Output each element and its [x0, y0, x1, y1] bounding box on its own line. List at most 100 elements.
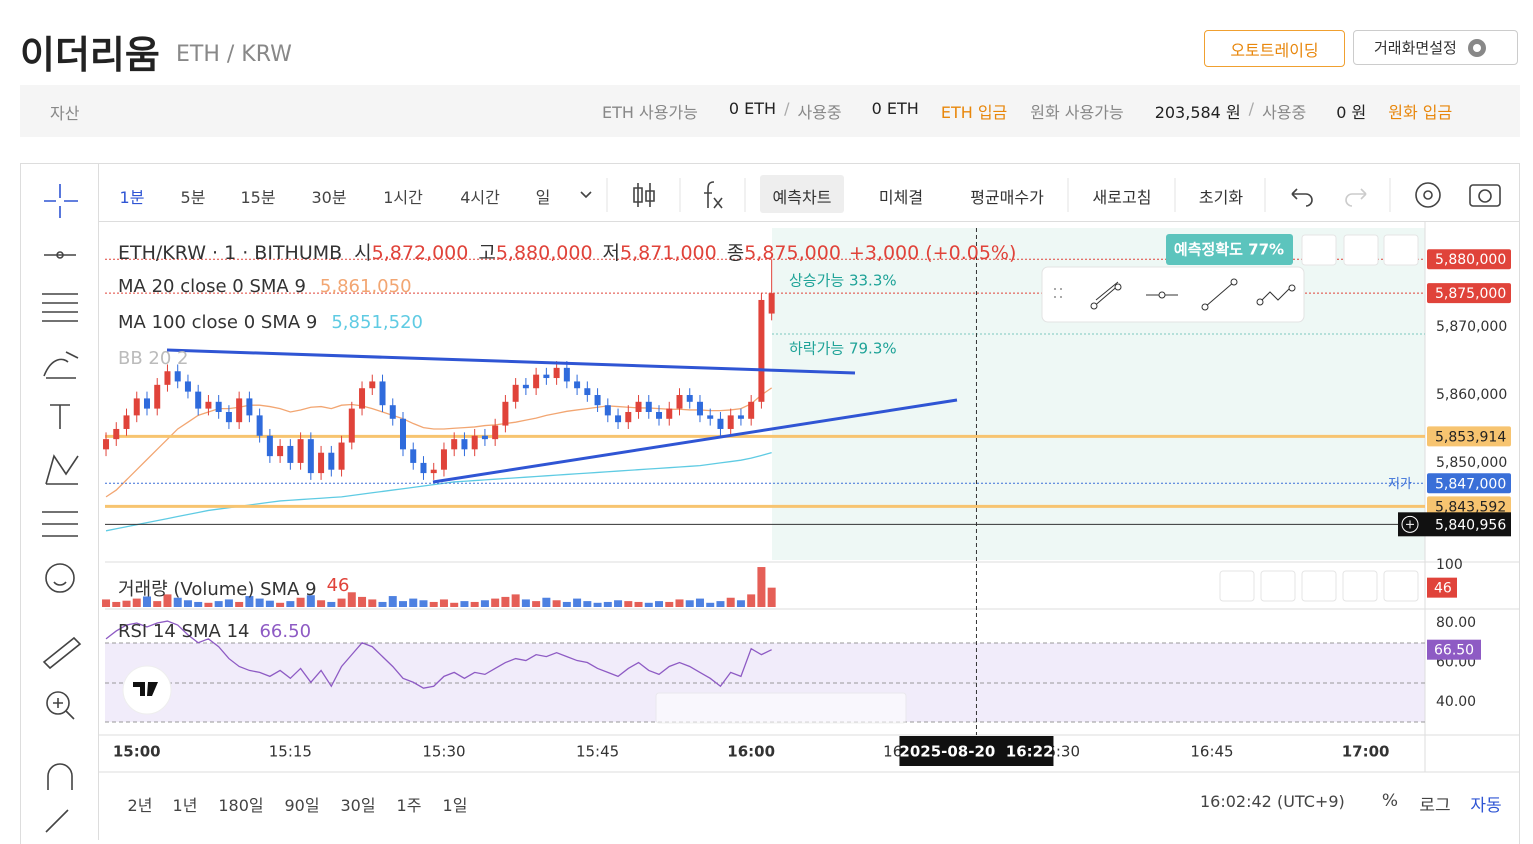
toolbar-button[interactable]: 새로고침 — [1092, 188, 1152, 207]
volume-bar — [634, 601, 643, 607]
candle-body — [328, 452, 335, 470]
candle-body — [103, 439, 110, 450]
volume-bar — [409, 598, 418, 607]
candle-body — [584, 388, 591, 396]
candle-body — [502, 401, 509, 426]
candle-body — [123, 415, 130, 429]
volume-bar — [501, 596, 510, 607]
volume-bar — [163, 594, 172, 607]
candle-body — [461, 439, 468, 450]
candle-body — [563, 367, 570, 382]
volume-bar — [122, 600, 131, 607]
interval-button[interactable]: 5분 — [180, 188, 206, 207]
rsi-tick-label: 40.00 — [1436, 694, 1476, 710]
drawing-tools-popup[interactable] — [1041, 266, 1305, 323]
range-button[interactable]: 1일 — [442, 796, 468, 815]
candle-body — [430, 469, 437, 474]
volume-bar — [276, 602, 285, 607]
toolbar-button[interactable]: 초기화 — [1198, 188, 1244, 207]
asset-deposit[interactable]: 원화 입금 — [1388, 103, 1453, 122]
candle-body — [635, 401, 642, 412]
x-tick-label: 15:15 — [269, 743, 312, 761]
candle-body — [143, 398, 150, 409]
candle-body — [318, 452, 325, 474]
candle-body — [645, 401, 652, 412]
indicator-label: MA 20 close 0 SMA 9 — [118, 276, 306, 297]
auto-trading-button[interactable]: 오토트레이딩 — [1204, 30, 1345, 67]
scale-button[interactable]: 로그 — [1419, 796, 1451, 816]
pair: ETH / KRW — [176, 42, 292, 67]
volume-bar — [378, 601, 387, 607]
asset-in-use: 0 ETH — [871, 99, 919, 118]
candle-body — [369, 381, 376, 389]
volume-bar — [153, 601, 162, 607]
volume-bar — [685, 600, 694, 607]
range-button[interactable]: 2년 — [127, 796, 153, 815]
trend-line[interactable] — [432, 398, 958, 484]
interval-button[interactable]: 30분 — [311, 188, 347, 207]
volume-bar — [296, 597, 305, 607]
volume-bar — [265, 600, 274, 607]
candle-body — [195, 391, 202, 409]
asset-label: 자산 — [50, 104, 80, 123]
volume-bar — [655, 601, 664, 607]
symbol: ETH/KRW · 1 · BITHUMB — [118, 242, 343, 264]
moving-average-line — [105, 451, 772, 532]
volume-bar — [726, 597, 735, 607]
candle-body — [338, 442, 345, 470]
pane-controls[interactable] — [655, 234, 1419, 724]
candle-icon — [633, 183, 655, 207]
volume-bar — [429, 601, 438, 607]
volume-bar — [614, 600, 623, 607]
volume-bar — [665, 601, 674, 607]
range-button[interactable]: 30일 — [340, 796, 376, 815]
y-tick-label: 5,850,000 — [1436, 455, 1507, 471]
volume-bar — [695, 598, 704, 607]
volume-bar — [255, 598, 264, 607]
price-tag — [1427, 496, 1511, 517]
tv-logo — [122, 665, 172, 715]
asset-available: 0 ETH — [728, 99, 777, 118]
asset-deposit[interactable]: ETH 입금 — [940, 103, 1008, 122]
crosshair-price-tag — [1398, 512, 1511, 537]
range-button[interactable]: 90일 — [284, 796, 320, 815]
scale-button[interactable]: % — [1381, 791, 1399, 811]
candle-body — [184, 381, 191, 392]
range-button[interactable]: 1년 — [172, 796, 198, 815]
interval-button[interactable]: 15분 — [240, 188, 276, 207]
scale-button[interactable]: 자동 — [1470, 796, 1502, 816]
range-button[interactable]: 180일 — [218, 796, 264, 815]
volume-bar — [470, 601, 479, 607]
interval-button[interactable]: 4시간 — [460, 188, 500, 207]
asset-in-use-label: 사용중 — [797, 103, 842, 122]
asset-row: ETH 사용가능 0 ETH / 사용중 0 ETH ETH 입금 원화 사용가능 203,5… — [602, 99, 1452, 123]
volume-bar — [358, 596, 367, 607]
range-button[interactable]: 1주 — [396, 796, 422, 815]
volume-bar — [644, 602, 653, 607]
interval-button[interactable]: 일 — [535, 188, 551, 207]
price-tag-name: 저가 — [1388, 477, 1412, 492]
crosshair-time-tag — [899, 736, 1054, 766]
volume-bar — [460, 601, 469, 607]
toolbar-button[interactable]: 예측차트 — [772, 188, 832, 207]
toolbar-button[interactable]: 미체결 — [878, 188, 924, 207]
volume-bar — [675, 599, 684, 607]
volume-bar — [224, 599, 233, 607]
toolbar-button[interactable]: 평균매수가 — [970, 188, 1044, 207]
rsi-tag — [1427, 639, 1481, 660]
candle-body — [686, 395, 693, 402]
interval-button[interactable]: 1분 — [119, 188, 145, 207]
volume-bar — [480, 600, 489, 607]
candle-body — [768, 293, 775, 314]
indicator-label: MA 100 close 0 SMA 9 — [118, 312, 318, 333]
ohlc-key: 시 — [354, 242, 372, 264]
price-tag — [1427, 473, 1511, 494]
interval-button[interactable]: 1시간 — [383, 188, 423, 207]
candle-body — [666, 408, 673, 419]
candle-body — [707, 415, 714, 419]
trend-line[interactable] — [166, 348, 856, 375]
asset-available-label: 원화 사용가능 — [1030, 103, 1124, 122]
settings-button[interactable]: 거래화면설정 — [1353, 30, 1518, 65]
volume-bar — [388, 596, 397, 607]
